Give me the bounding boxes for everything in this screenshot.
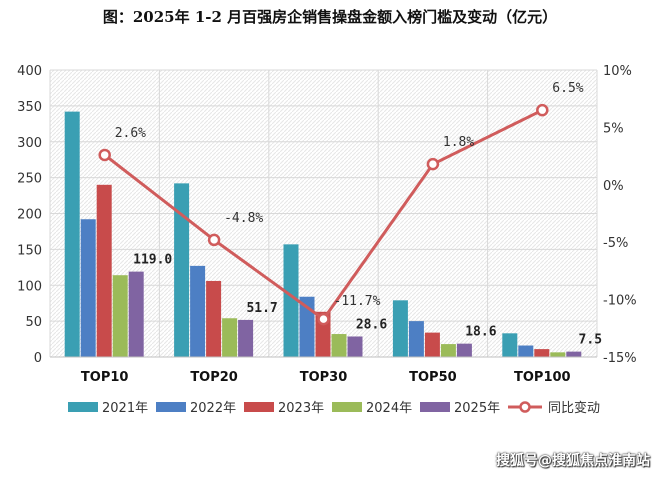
line-point [426, 157, 440, 171]
bar [518, 345, 534, 357]
bar-data-label: 119.0 [133, 253, 172, 268]
bar [534, 349, 550, 357]
x-category-label: TOP100 [514, 370, 571, 385]
line-data-label: 1.8% [443, 135, 474, 150]
bar [206, 280, 222, 357]
y2-tick-label: -10% [603, 294, 637, 309]
bar [96, 184, 112, 357]
chart-title: 图：2025年 1-2 月百强房企销售操盘金额入榜门槛及变动（亿元） [102, 8, 558, 26]
x-category-label: TOP10 [81, 370, 129, 385]
legend-label: 2022年 [190, 401, 236, 416]
line-data-label: -11.7% [334, 294, 381, 309]
y-tick-label: 0 [34, 351, 42, 366]
y2-tick-label: -15% [603, 351, 637, 366]
bar [424, 332, 440, 357]
legend-swatch [156, 402, 186, 412]
bar [456, 343, 472, 357]
line-data-label: -4.8% [224, 211, 263, 226]
y-tick-label: 150 [17, 243, 42, 258]
bar [299, 296, 315, 357]
y-tick-label: 350 [17, 100, 42, 115]
bar-data-label: 28.6 [356, 317, 387, 332]
bar [80, 219, 96, 357]
line-point [317, 312, 330, 326]
legend-label: 2025年 [454, 401, 500, 416]
bar [222, 318, 238, 357]
bar [347, 336, 363, 357]
bar-data-label: 7.5 [579, 333, 602, 348]
line-data-label: 6.5% [552, 81, 583, 96]
y2-tick-label: -5% [603, 236, 628, 251]
bar [190, 265, 206, 357]
y-tick-label: 200 [17, 208, 42, 223]
bar [392, 300, 408, 357]
bar-data-label: 51.7 [246, 301, 277, 316]
y2-tick-label: 10% [603, 64, 632, 79]
bar [440, 344, 456, 357]
y-tick-label: 50 [25, 315, 42, 330]
bar [238, 319, 254, 357]
line-point [536, 103, 549, 117]
bar [128, 271, 144, 357]
bar [174, 183, 190, 357]
bar [502, 333, 518, 357]
bar [283, 244, 299, 357]
legend-swatch [68, 402, 98, 412]
bar [408, 321, 424, 357]
x-category-label: TOP50 [409, 370, 457, 385]
x-category-label: TOP20 [190, 370, 238, 385]
x-category-label: TOP30 [300, 370, 348, 385]
watermark: 搜狐号@搜狐焦点淮南站 [496, 453, 650, 469]
bar [550, 352, 566, 357]
y-tick-label: 250 [17, 172, 42, 187]
line-point [98, 148, 111, 162]
legend-swatch [244, 402, 274, 412]
y2-tick-label: 5% [603, 121, 624, 136]
bar [112, 275, 128, 357]
legend-label: 2024年 [366, 401, 412, 416]
legend-line-marker [519, 401, 531, 413]
legend-label: 2021年 [102, 401, 148, 416]
bar-data-label: 18.6 [465, 325, 496, 340]
y2-tick-label: 0% [603, 179, 624, 194]
bar [331, 334, 347, 357]
legend-swatch [332, 402, 362, 412]
bar [64, 111, 80, 358]
y-tick-label: 400 [17, 64, 42, 79]
y-tick-label: 300 [17, 136, 42, 151]
legend-swatch [420, 402, 450, 412]
y-tick-label: 100 [17, 279, 42, 294]
legend-label: 2023年 [278, 401, 324, 416]
line-data-label: 2.6% [115, 126, 146, 141]
legend-label: 同比变动 [548, 400, 600, 416]
bar [566, 351, 582, 357]
line-point [207, 233, 221, 247]
